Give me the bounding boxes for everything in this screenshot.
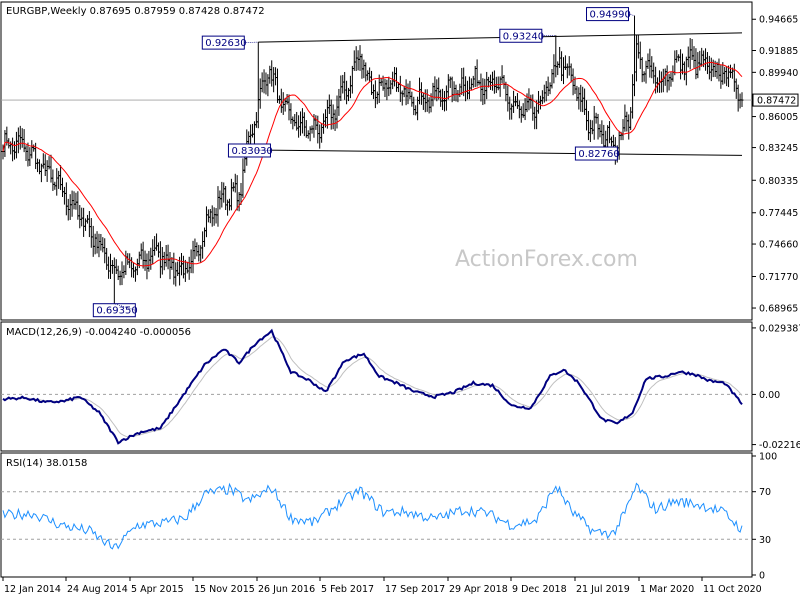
current-price-box (752, 93, 799, 107)
price-panel-title: EURGBP,Weekly 0.87695 0.87959 0.87428 0.… (6, 6, 265, 17)
price-y-axis: 0.94665 0.91885 0.89940 0.86005 0.83245 0.803… (752, 15, 799, 315)
macd-panel-frame (0, 321, 753, 452)
price-panel-frame (0, 1, 753, 321)
channel-line (254, 149, 743, 156)
price-annotation-label: 0.93240 (503, 31, 544, 42)
price-annotation-connector (541, 34, 556, 37)
price-annotation-label: 0.82760 (578, 149, 619, 160)
price-annotation-connector (244, 41, 259, 43)
rsi-tick-label: 100 (759, 452, 777, 463)
x-tick-label: 29 Apr 2018 (449, 584, 508, 595)
price-annotation-label: 0.69350 (96, 306, 137, 317)
rsi-panel-frame (0, 452, 753, 578)
price-annotation-label: 0.92630 (205, 38, 246, 49)
price-tick-label: 0.83245 (759, 143, 798, 154)
macd-tick-label: 0.00 (759, 390, 780, 401)
price-annotation-label: 0.83030 (231, 146, 272, 157)
x-tick-label: 15 Nov 2015 (194, 584, 255, 595)
x-tick-label: 5 Feb 2017 (321, 584, 374, 595)
x-tick-label: 17 Sep 2017 (385, 584, 445, 595)
x-tick-label: 21 Jul 2019 (576, 584, 630, 595)
price-tick-label: 0.77445 (759, 208, 798, 219)
x-tick-label: 12 Jan 2014 (4, 584, 61, 595)
price-tick-label: 0.74660 (759, 240, 798, 251)
rsi-line (2, 482, 743, 550)
rsi-tick-label: 0 (759, 571, 765, 582)
macd-signal-line (2, 336, 743, 438)
macd-panel-title: MACD(12,26,9) -0.004240 -0.000056 (6, 327, 191, 338)
x-axis: 12 Jan 2014 24 Aug 2014 5 Apr 2015 15 Nov 2… (2, 577, 762, 595)
price-tick-label: 0.94665 (759, 15, 798, 26)
macd-main-line (2, 328, 743, 445)
rsi-tick-label: 30 (759, 535, 771, 546)
current-price-label: 0.87472 (757, 96, 796, 107)
macd-tick-label: 0.029387 (759, 323, 800, 334)
price-bars (1, 15, 744, 304)
price-annotation-box (227, 143, 271, 158)
x-tick-label: 11 Oct 2020 (703, 584, 762, 595)
rsi-layer: 100 70 30 0 (1, 452, 777, 582)
rsi-tick-label: 70 (759, 487, 771, 498)
price-tick-label: 0.68965 (759, 304, 798, 315)
rsi-panel-title: RSI(14) 38.0158 (6, 458, 87, 469)
x-tick-label: 1 Mar 2020 (640, 584, 694, 595)
price-tick-label: 0.89940 (759, 68, 798, 79)
price-tick-label: 0.80335 (759, 176, 798, 187)
price-annotation-label: 0.94990 (590, 10, 631, 21)
price-annotation-connector (254, 149, 271, 151)
price-annotation-connector (613, 152, 618, 154)
moving-average-line (2, 61, 743, 267)
price-tick-label: 0.86005 (759, 112, 798, 123)
price-tick-label: 0.71770 (759, 272, 798, 283)
watermark: ActionForex.com (455, 247, 638, 272)
x-tick-label: 5 Apr 2015 (131, 584, 184, 595)
moving-average-path (2, 61, 743, 267)
x-tick-label: 9 Dec 2018 (512, 584, 567, 595)
x-tick-label: 26 Jun 2016 (258, 584, 315, 595)
price-annotations: 0.92630 0.93240 0.94990 0.83030 0.82760 0.693… (92, 7, 635, 318)
price-tick-label: 0.91885 (759, 46, 798, 57)
price-annotation-connector (114, 303, 136, 311)
x-tick-label: 24 Aug 2014 (67, 584, 128, 595)
